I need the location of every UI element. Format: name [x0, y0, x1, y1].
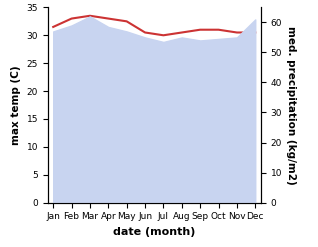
Y-axis label: max temp (C): max temp (C): [11, 65, 21, 145]
X-axis label: date (month): date (month): [113, 227, 196, 237]
Y-axis label: med. precipitation (kg/m2): med. precipitation (kg/m2): [286, 26, 296, 184]
